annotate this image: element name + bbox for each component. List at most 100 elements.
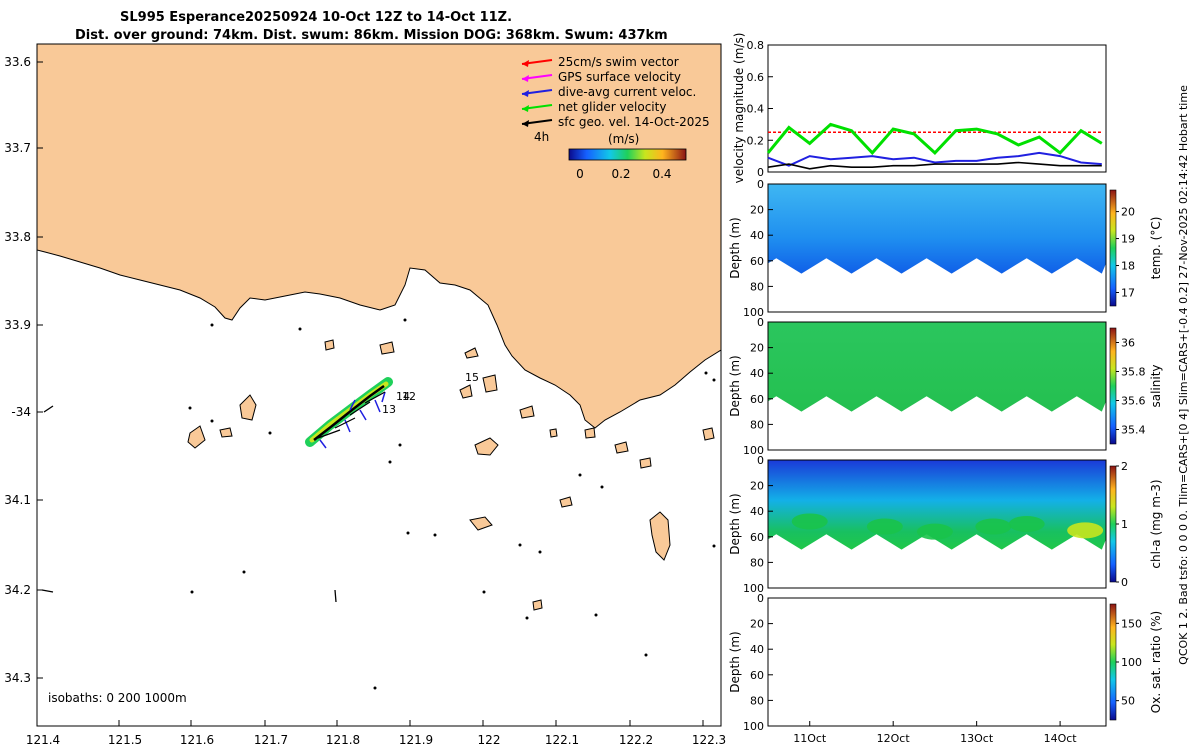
colorbar-label: Ox. sat. ratio (%) [1149, 611, 1163, 713]
depth-tick: 20 [750, 204, 764, 217]
lat-tick-label: 33.9 [4, 318, 31, 332]
day-label-15: 15 [465, 371, 479, 384]
depth-tick: 60 [750, 531, 764, 544]
colorbar-tick: 20 [1121, 206, 1135, 219]
legend-label: net glider velocity [558, 100, 666, 114]
colorbar-tick: 150 [1121, 617, 1142, 630]
legend-arrowhead [522, 105, 529, 112]
section-colorbar [1109, 189, 1117, 307]
depth-tick: 0 [757, 454, 764, 467]
time-tick-label: 13Oct [960, 732, 994, 745]
velocity-panel: 0 0.2 0.4 0.6 0.8 velocity magnitude (m/s) [732, 33, 1107, 183]
colorbar-tick: 1 [1121, 518, 1128, 531]
series-line-3 [767, 161, 1102, 170]
chl-patch [975, 518, 1012, 535]
colorbar-tick: 50 [1121, 695, 1135, 708]
depth-ylabel: Depth (m) [728, 217, 742, 278]
section-panel-3: 0 20 40 60 80 100 Depth (m) 50 100 150 Ox. sat. ra… [728, 592, 1163, 733]
edge-vectors [41, 405, 337, 603]
day-label-14: 14 [396, 390, 410, 403]
lon-tick-label: 121.8 [326, 733, 360, 747]
colorbar-tick-0: 0 [576, 167, 584, 181]
glider-track [305, 377, 393, 449]
depth-tick: 40 [750, 367, 764, 380]
chl-patch [866, 518, 903, 535]
legend-label: dive-avg current veloc. [558, 85, 696, 99]
depth-tick: 0 [757, 316, 764, 329]
chl-patch [1067, 522, 1104, 539]
depth-tick: 20 [750, 480, 764, 493]
colorbar-tick: 19 [1121, 233, 1135, 246]
lon-tick-label: 122.2 [619, 733, 653, 747]
velocity-ytick: 0.6 [747, 71, 765, 84]
section-panel-2: 0 20 40 60 80 100 Depth (m) 0 1 2 chl-a (mg m-3) [728, 454, 1163, 595]
time-tick-label: 12Oct [877, 732, 911, 745]
lon-tick-label: 121.9 [399, 733, 433, 747]
islands [187, 339, 715, 611]
colorbar-tick: 35.4 [1121, 424, 1146, 437]
legend-arrowhead [522, 75, 529, 82]
colorbar-label: salinity [1149, 364, 1163, 407]
colorbar-tick: 0 [1121, 576, 1128, 589]
depth-ylabel: Depth (m) [728, 493, 742, 554]
depth-tick: 20 [750, 618, 764, 631]
section-colorbar [1109, 327, 1117, 445]
legend-label: sfc geo. vel. 14-Oct-2025 [558, 115, 710, 129]
lat-tick-label: 33.8 [4, 230, 31, 244]
lat-tick-label: -34 [11, 405, 31, 419]
section-panel-0: 0 20 40 60 80 100 Depth (m) 17 18 19 20 temp. (°C) [728, 178, 1163, 319]
depth-tick: 60 [750, 393, 764, 406]
depth-tick: 100 [743, 720, 764, 733]
depth-tick: 40 [750, 643, 764, 656]
section-colorbar [1109, 603, 1117, 721]
map-panel: 14 12 13 15 33.633.733.833.9-3434.134.23… [4, 43, 726, 747]
lat-tick-label: 34.1 [4, 493, 31, 507]
velocity-ytick: 0.2 [747, 134, 765, 147]
velocity-ytick: 0 [757, 166, 764, 179]
legend-arrowhead [522, 60, 529, 67]
legend-label: 25cm/s swim vector [558, 55, 679, 69]
colorbar-tick: 2 [1121, 460, 1128, 473]
time-tick-label: 11Oct [793, 732, 827, 745]
legend-time-step: 4h [534, 130, 549, 144]
longitude-axis: 121.4 121.5 121.6 121.7 121.8 121.9 122 122.1 12… [26, 720, 726, 747]
latitude-axis: 33.6 33.7 33.8 33.9 -34 34.1 34.2 34.3 [4, 55, 43, 685]
colorbar-tick-02: 0.2 [611, 167, 630, 181]
lon-tick-label: 122 [478, 733, 501, 747]
small-island-dots [188, 318, 716, 690]
day-label-13: 13 [382, 403, 396, 416]
lon-tick-label: 122.3 [692, 733, 726, 747]
depth-tick: 100 [743, 444, 764, 457]
lat-tick-label: 34.3 [4, 671, 31, 685]
depth-tick: 60 [750, 669, 764, 682]
depth-tick: 40 [750, 229, 764, 242]
chl-patch [791, 513, 828, 530]
colorbar-tick: 35.8 [1121, 366, 1146, 379]
series-line-2 [767, 151, 1102, 167]
depth-tick: 100 [743, 306, 764, 319]
depth-ylabel: Depth (m) [728, 355, 742, 416]
section-fill [768, 184, 1106, 274]
legend-arrowhead [522, 90, 529, 97]
time-axis: 11Oct 12Oct 13Oct 14Oct [793, 721, 1077, 745]
depth-tick: 0 [757, 178, 764, 191]
lon-tick-label: 121.6 [180, 733, 214, 747]
lat-tick-label: 34.2 [4, 583, 31, 597]
lon-tick-label: 121.7 [254, 733, 288, 747]
series-line-1 [766, 122, 1103, 156]
depth-tick: 20 [750, 342, 764, 355]
depth-tick: 80 [750, 280, 764, 293]
depth-tick: 0 [757, 592, 764, 605]
depth-tick: 60 [750, 255, 764, 268]
lon-tick-label: 122.1 [545, 733, 579, 747]
depth-tick: 80 [750, 418, 764, 431]
day-label-12: 12 [402, 390, 416, 403]
legend-label: GPS surface velocity [558, 70, 681, 84]
lat-tick-label: 33.7 [4, 141, 31, 155]
side-annotation: QCOK 1 2. Bad tsfo: 0 0 0 0. Tlim=CARS+[… [1177, 85, 1190, 665]
section-panel-1: 0 20 40 60 80 100 Depth (m) 35.4 35.6 35.8 36 salin… [728, 316, 1163, 457]
colorbar-tick: 18 [1121, 260, 1135, 273]
depth-tick: 80 [750, 694, 764, 707]
